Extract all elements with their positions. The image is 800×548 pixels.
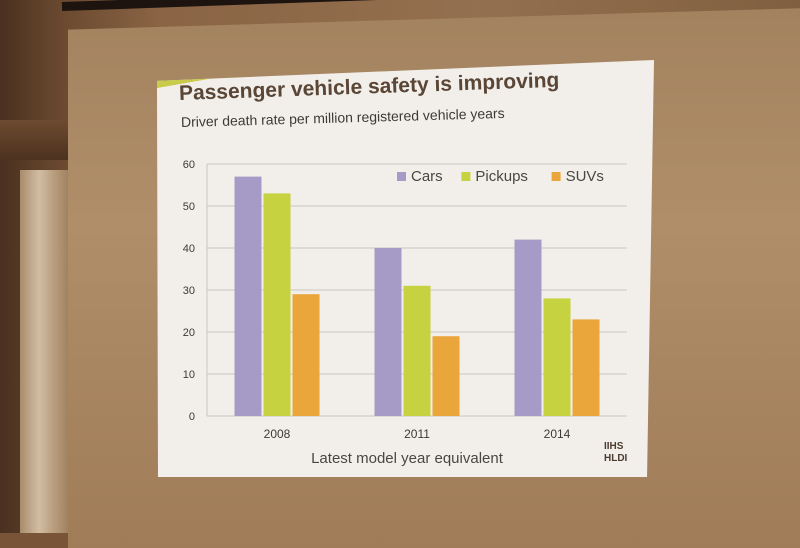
legend-swatch-suvs: [551, 172, 561, 181]
wall-molding: [0, 120, 70, 160]
y-axis-ticks: 0 10 20 30 40 50 60: [183, 159, 195, 423]
bar-suvs-2011: [432, 336, 460, 416]
x-axis-ticks: 2008 2011 2014: [264, 427, 571, 441]
bar-cars-2014: [514, 239, 542, 416]
y-tick-label: 20: [183, 327, 195, 339]
x-tick-label: 2014: [544, 427, 571, 441]
legend-swatch-pickups: [461, 172, 471, 181]
x-tick-label: 2008: [264, 427, 291, 441]
x-tick-label: 2011: [404, 427, 430, 441]
chart-legend: Cars Pickups SUVs: [397, 168, 604, 185]
y-tick-label: 60: [183, 159, 195, 171]
curtain: [20, 170, 68, 533]
y-tick-label: 0: [189, 411, 195, 423]
bar-pickups-2011: [403, 285, 431, 416]
bar-cars-2008: [234, 176, 262, 416]
y-tick-label: 30: [183, 285, 195, 297]
presentation-slide: Passenger vehicle safety is improving Dr…: [157, 60, 654, 477]
bar-suvs-2014: [572, 319, 600, 416]
x-axis-label: Latest model year equivalent: [311, 450, 504, 467]
bar-pickups-2008: [263, 193, 291, 416]
y-tick-label: 50: [183, 201, 195, 213]
y-tick-label: 10: [183, 369, 195, 381]
legend-label-suvs: SUVs: [566, 168, 604, 185]
logo-text: IIHS HLDI: [604, 441, 628, 464]
y-tick-label: 40: [183, 243, 195, 255]
legend-label-pickups: Pickups: [475, 168, 528, 185]
iihs-logo: IIHS HLDI: [604, 441, 634, 467]
bar-series-layer: [234, 176, 600, 416]
slide-subtitle: Driver death rate per million registered…: [180, 104, 505, 130]
bar-cars-2011: [374, 248, 402, 416]
bar-suvs-2008: [292, 294, 320, 416]
bar-pickups-2014: [543, 298, 571, 416]
bar-chart: 0 10 20 30 40 50 60 2008 2011 2014 Cars Pickups SU…: [183, 159, 627, 467]
legend-label-cars: Cars: [411, 168, 443, 185]
legend-swatch-cars: [397, 172, 406, 181]
